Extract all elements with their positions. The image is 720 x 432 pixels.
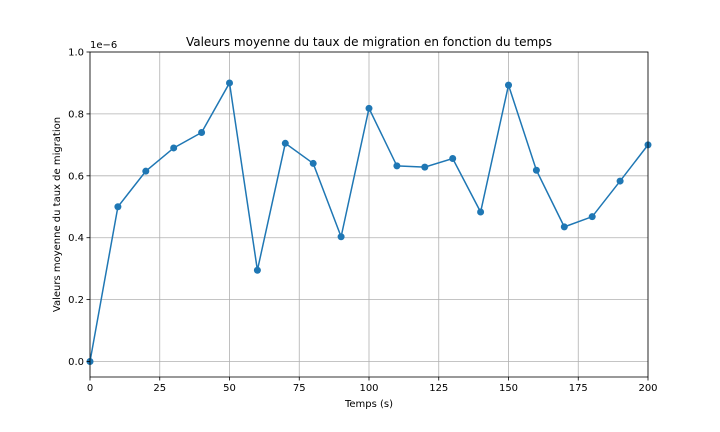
data-point xyxy=(365,104,373,112)
x-axis-label: Temps (s) xyxy=(344,399,393,410)
data-point xyxy=(449,154,457,162)
x-tick-label: 75 xyxy=(293,383,306,394)
data-point xyxy=(170,144,178,152)
series-group xyxy=(86,79,652,366)
data-point xyxy=(588,213,596,221)
data-point xyxy=(421,163,429,171)
x-tick-label: 175 xyxy=(569,383,588,394)
data-point xyxy=(393,162,401,170)
chart-title: Valeurs moyenne du taux de migration en … xyxy=(186,35,552,49)
x-tick-label: 0 xyxy=(87,383,93,394)
data-point xyxy=(114,203,122,211)
y-axis-label: Valeurs moyenne du taux de migration xyxy=(52,117,63,312)
y-tick-label: 0.2 xyxy=(68,295,84,306)
x-tick-label: 100 xyxy=(359,383,378,394)
data-point xyxy=(505,81,512,89)
y-tick-label: 1.0 xyxy=(68,48,84,59)
data-point xyxy=(226,79,233,87)
y-tick-label: 0.8 xyxy=(68,109,84,120)
data-point xyxy=(560,223,568,231)
data-point xyxy=(477,208,485,216)
y-tick-label: 0.6 xyxy=(68,171,84,182)
x-tick-label: 25 xyxy=(153,383,166,394)
y-tick-label: 0.4 xyxy=(68,233,84,244)
x-axis: 0 25 50 75 100 125 150 175 200 xyxy=(87,377,658,394)
data-point xyxy=(309,159,317,167)
data-point xyxy=(532,166,540,174)
y-tick-label: 0.0 xyxy=(68,357,84,368)
x-tick-label: 50 xyxy=(223,383,236,394)
x-tick-label: 125 xyxy=(429,383,448,394)
data-point xyxy=(198,128,206,136)
data-point xyxy=(142,167,150,175)
x-tick-label: 200 xyxy=(638,383,657,394)
grid-lines xyxy=(89,51,649,377)
data-point xyxy=(616,177,624,185)
data-point xyxy=(337,233,345,241)
data-point xyxy=(253,266,261,274)
y-axis: 0.0 0.2 0.4 0.6 0.8 1.0 xyxy=(68,48,90,368)
data-point xyxy=(281,139,289,147)
y-offset-label: 1e−6 xyxy=(90,40,117,51)
x-tick-label: 150 xyxy=(499,383,518,394)
